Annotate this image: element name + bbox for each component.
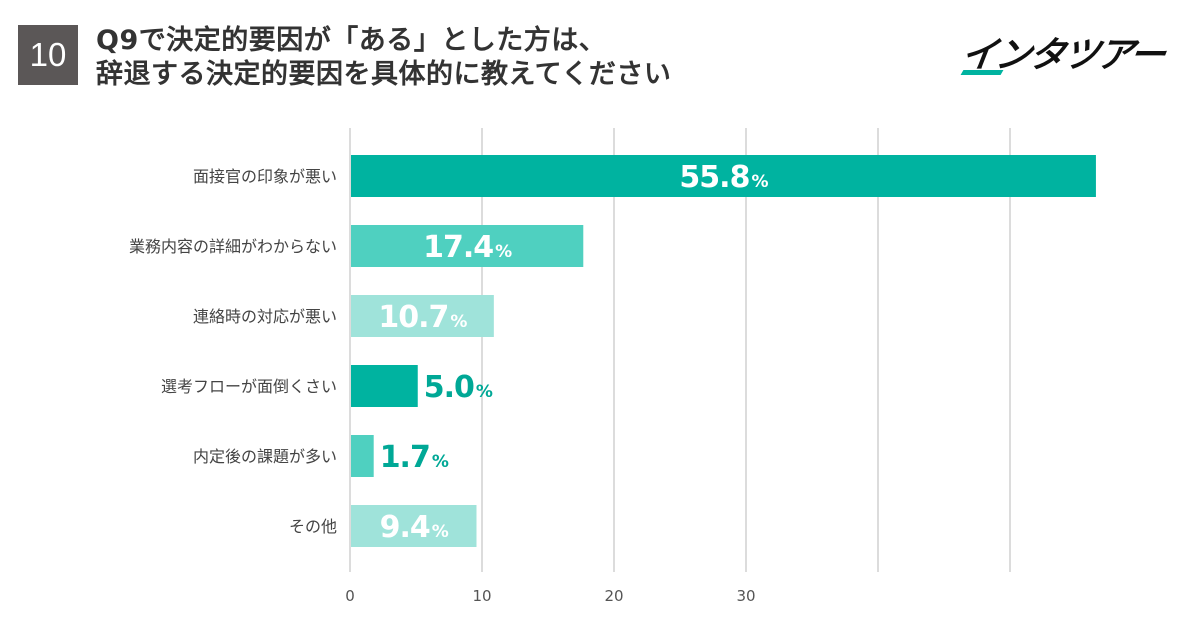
bar: [351, 155, 1096, 197]
x-tick-label: 20: [604, 587, 623, 605]
bar: [351, 505, 477, 547]
data-label: 9.4%: [380, 510, 449, 545]
bar: [351, 435, 374, 477]
data-label: 10.7%: [378, 300, 467, 335]
category-label: 選考フローが面倒くさい: [161, 377, 337, 396]
data-label: 1.7%: [380, 440, 449, 475]
x-tick-label: 0: [345, 587, 355, 605]
question-number-badge: 10: [18, 25, 78, 85]
category-label: 内定後の課題が多い: [193, 447, 337, 466]
category-label: 連絡時の対応が悪い: [193, 307, 337, 326]
x-tick-label: 10: [472, 587, 491, 605]
title-line-2: 辞退する決定的要因を具体的に教えてください: [96, 59, 672, 90]
data-label: 55.8%: [679, 160, 768, 195]
category-label: 面接官の印象が悪い: [193, 167, 337, 186]
page-title: Q9で決定的要因が「ある」とした方は、 辞退する決定的要因を具体的に教えてくださ…: [96, 24, 671, 92]
data-label: 5.0%: [424, 370, 493, 405]
question-number: 10: [29, 36, 67, 73]
bar: [351, 295, 494, 337]
bar: [351, 365, 418, 407]
bar: [351, 225, 584, 267]
category-label: 業務内容の詳細がわからない: [129, 237, 337, 256]
title-line-1: Q9で決定的要因が「ある」とした方は、: [96, 25, 607, 56]
category-label: その他: [289, 517, 337, 536]
x-tick-label: 30: [736, 587, 755, 605]
data-label: 17.4%: [423, 230, 512, 265]
